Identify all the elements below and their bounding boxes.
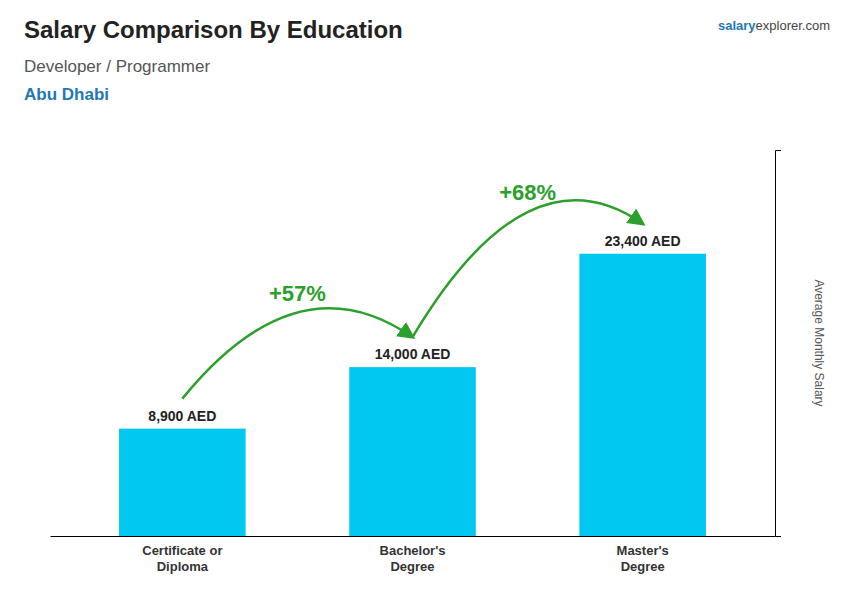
growth-arrow xyxy=(182,308,412,398)
x-tick-label-line: Certificate or xyxy=(142,543,222,558)
x-tick: Master'sDegree xyxy=(617,543,669,574)
subtitle: Developer / Programmer xyxy=(24,57,210,76)
x-tick-label-line: Degree xyxy=(621,559,665,574)
x-tick: Certificate orDiploma xyxy=(142,543,222,574)
x-tick-label-line: Diploma xyxy=(157,559,209,574)
title: Salary Comparison By Education xyxy=(24,16,403,43)
x-tick: Bachelor'sDegree xyxy=(380,543,446,574)
subtitle: Abu Dhabi xyxy=(24,85,109,104)
brand: salaryexplorer.com xyxy=(718,18,830,33)
y-axis-line xyxy=(776,151,782,537)
x-tick-label: Certificate orDiploma xyxy=(142,543,222,574)
x-tick-label-line: Master's xyxy=(617,543,669,558)
growth-arrow xyxy=(413,200,643,337)
y-axis-label: Average Monthly Salary xyxy=(812,279,826,406)
y-axis xyxy=(776,151,782,537)
growth-label: +68% xyxy=(499,180,556,205)
bar xyxy=(119,429,246,536)
annotations: +57% +68% xyxy=(182,180,642,399)
x-tick-label-line: Bachelor's xyxy=(380,543,446,558)
brand-part: salary xyxy=(718,18,756,33)
bar xyxy=(349,367,476,536)
bars xyxy=(119,254,706,536)
plot: Certificate orDiplomaBachelor'sDegreeMas… xyxy=(51,151,782,574)
bar xyxy=(579,254,706,536)
x-axis-line xyxy=(51,536,776,537)
x-axis: Certificate orDiplomaBachelor'sDegreeMas… xyxy=(51,537,776,574)
x-tick-label: Master'sDegree xyxy=(617,543,669,574)
data-label: 23,400 AED xyxy=(605,233,681,249)
x-tick-label: Bachelor'sDegree xyxy=(380,543,446,574)
data-label: 14,000 AED xyxy=(375,346,451,362)
data-label: 8,900 AED xyxy=(148,408,216,424)
brand-part: explorer.com xyxy=(756,18,830,33)
data-labels: 8,900 AED 14,000 AED 23,400 AED xyxy=(148,233,680,424)
chart: Salary Comparison By Education Developer … xyxy=(0,0,850,606)
x-tick-label-line: Degree xyxy=(390,559,434,574)
growth-label: +57% xyxy=(269,281,326,306)
